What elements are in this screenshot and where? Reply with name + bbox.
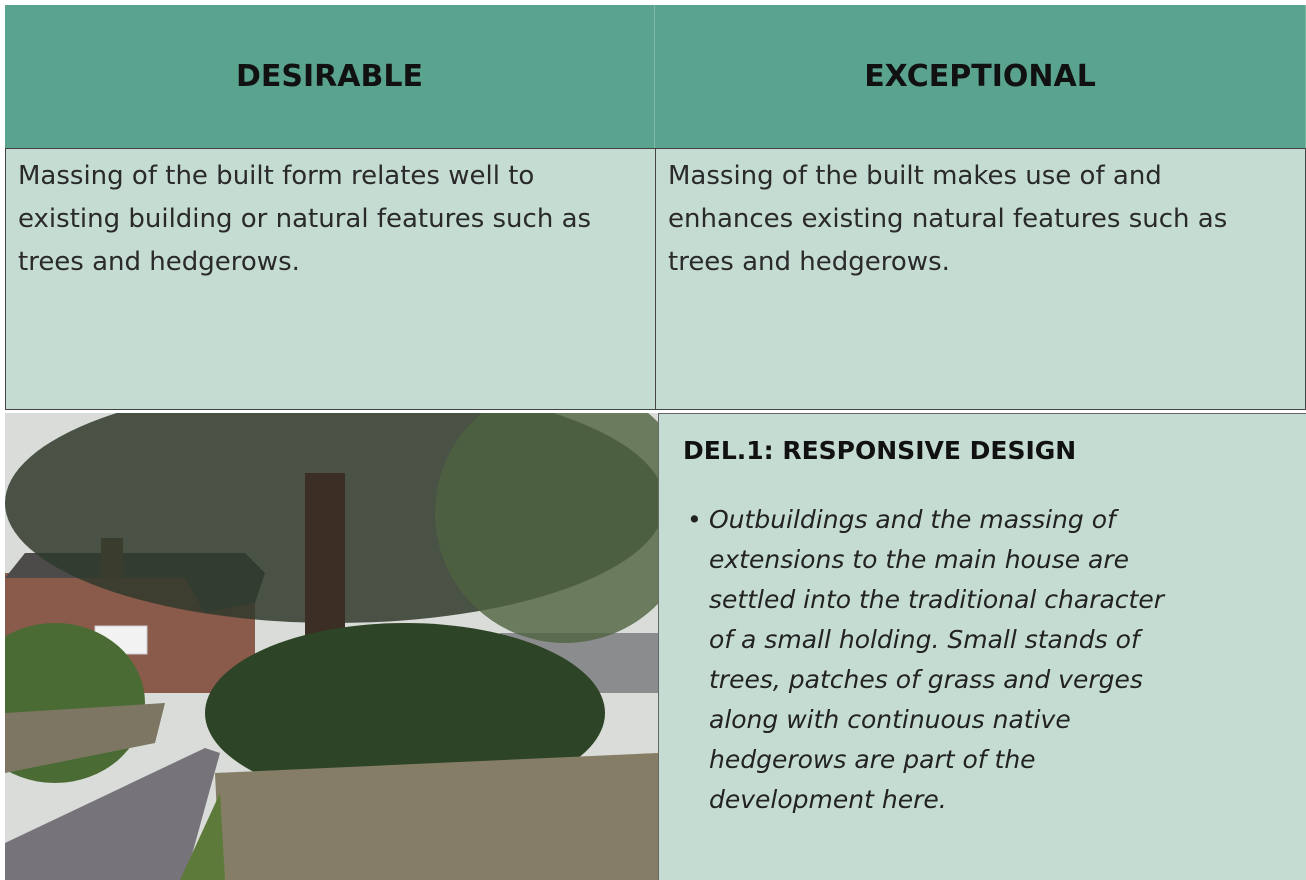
tree-canopy xyxy=(435,413,658,643)
wall xyxy=(5,703,165,773)
hedge xyxy=(205,623,605,803)
grass xyxy=(180,793,225,880)
road xyxy=(5,748,220,880)
panel-title: DEL.1: RESPONSIVE DESIGN xyxy=(683,436,1077,465)
bullet: • xyxy=(687,505,702,534)
info-panel: DEL.1: RESPONSIVE DESIGN • Outbuildings a… xyxy=(658,413,1306,880)
table-cell: Massing of the built form relates well t… xyxy=(5,148,656,410)
stone-wall xyxy=(215,753,658,880)
table-cell: Massing of the built makes use of and en… xyxy=(655,148,1306,410)
header-cell: EXCEPTIONAL xyxy=(655,5,1306,148)
header-cell: DESIRABLE xyxy=(5,5,655,148)
bullet-text: Outbuildings and the massing of extensio… xyxy=(709,505,1164,814)
bullet-item: • Outbuildings and the massing of extensi… xyxy=(687,500,1179,820)
photo xyxy=(5,413,658,880)
